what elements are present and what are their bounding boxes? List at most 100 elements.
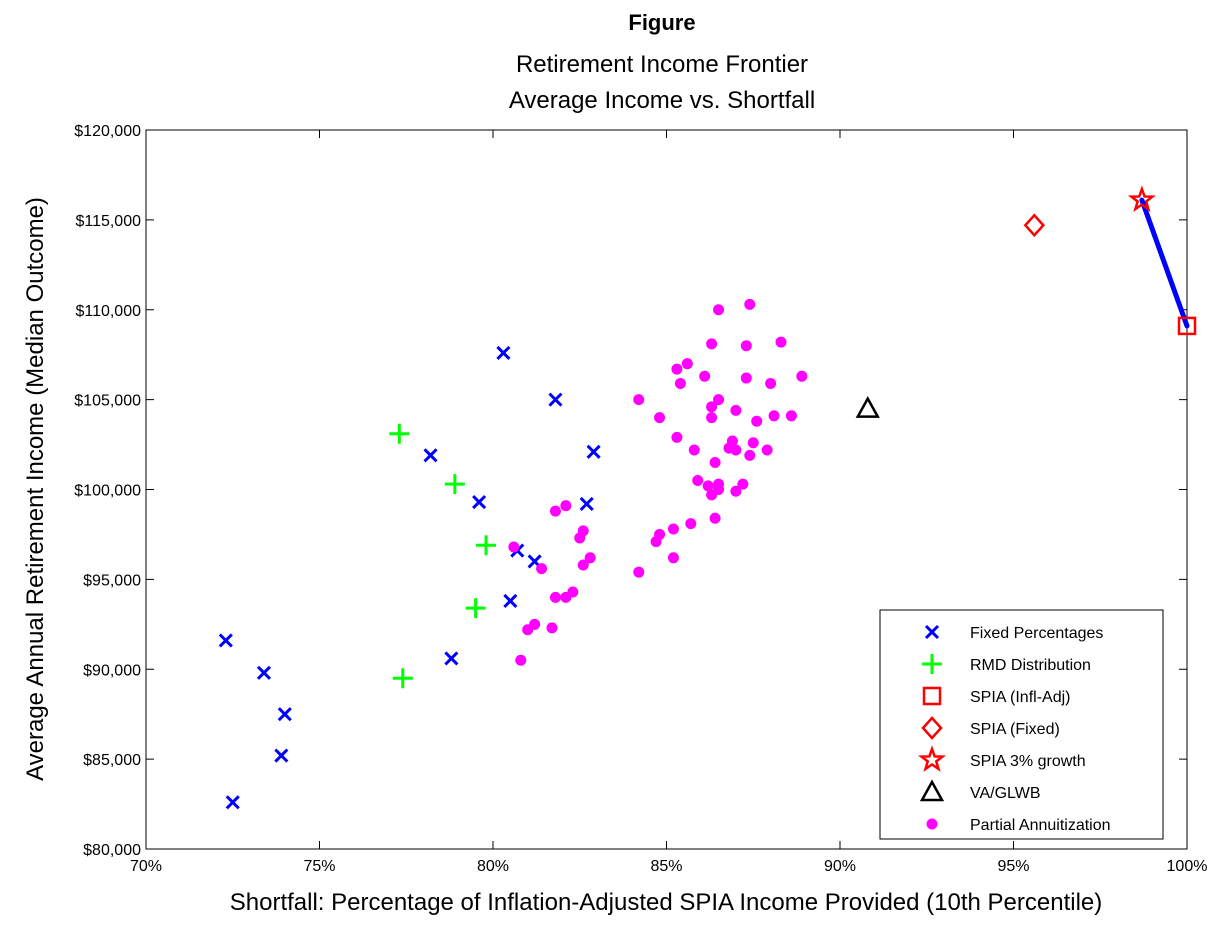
data-point <box>476 535 497 556</box>
data-point <box>706 338 718 350</box>
data-point <box>633 566 645 578</box>
x-tick-label: 75% <box>303 858 335 875</box>
data-point <box>1023 213 1046 238</box>
data-point <box>548 392 563 407</box>
y-tick-label: $90,000 <box>83 662 141 679</box>
legend-marker <box>924 624 940 640</box>
data-point <box>709 512 721 524</box>
y-tick-label: $95,000 <box>83 572 141 589</box>
data-point <box>577 559 589 571</box>
data-point <box>713 304 725 316</box>
x-tick-label: 100% <box>1167 858 1208 875</box>
data-point <box>654 412 666 424</box>
y-tick-label: $115,000 <box>75 213 141 230</box>
data-point <box>685 518 697 530</box>
y-tick-label: $85,000 <box>83 752 141 769</box>
data-point <box>713 394 725 406</box>
data-point <box>274 748 289 763</box>
data-point <box>392 668 413 689</box>
data-point <box>515 654 527 666</box>
series-5 <box>855 396 880 418</box>
data-point <box>549 505 561 517</box>
series-1 <box>389 423 497 689</box>
data-point <box>667 552 679 564</box>
data-point <box>692 475 704 487</box>
data-point <box>747 437 759 449</box>
data-point <box>225 795 240 810</box>
data-point <box>667 523 679 535</box>
data-point <box>472 495 487 510</box>
data-point <box>702 480 714 492</box>
data-point <box>761 444 773 456</box>
data-point <box>726 435 738 447</box>
legend-marker <box>926 818 938 830</box>
legend-entry-label: Fixed Percentages <box>970 625 1103 642</box>
data-point <box>740 340 752 352</box>
x-tick-label: 70% <box>130 858 162 875</box>
data-point <box>730 404 742 416</box>
legend: Fixed Percentages RMD Distribution SPIA (I… <box>879 609 1164 840</box>
series-0 <box>218 345 601 810</box>
data-point <box>508 541 520 553</box>
series-3 <box>1023 213 1046 238</box>
legend-entry-label: RMD Distribution <box>970 657 1091 674</box>
data-point <box>584 552 596 564</box>
data-point <box>730 444 742 456</box>
x-tick-label: 95% <box>997 858 1029 875</box>
data-point <box>496 345 511 360</box>
data-point <box>768 410 780 422</box>
legend-entry-label: SPIA 3% growth <box>970 753 1086 770</box>
y-axis-label: Average Annual Retirement Income (Median… <box>22 197 49 781</box>
data-point <box>579 496 594 511</box>
data-point <box>503 593 518 609</box>
data-point <box>586 444 601 459</box>
data-point <box>751 415 763 427</box>
data-point <box>785 410 797 422</box>
data-point <box>740 372 752 384</box>
chart-subtitle-line-2: Average Income vs. Shortfall <box>509 87 815 114</box>
data-point <box>737 478 749 490</box>
data-point <box>706 401 718 413</box>
chart-title: Figure <box>628 10 695 35</box>
legend-entry-label: Partial Annuitization <box>970 817 1111 834</box>
data-point <box>389 423 410 444</box>
data-point <box>674 377 686 389</box>
data-point <box>709 457 721 469</box>
data-point <box>706 412 718 424</box>
data-point <box>1127 185 1156 212</box>
data-point <box>577 525 589 537</box>
data-point <box>730 485 742 497</box>
legend-entry-label: SPIA (Fixed) <box>970 721 1060 738</box>
data-point <box>699 370 711 382</box>
data-point <box>744 449 756 461</box>
legend-marker <box>919 779 945 802</box>
data-point <box>681 358 693 370</box>
data-point <box>536 563 548 575</box>
data-point <box>765 377 777 389</box>
series-6 <box>508 298 808 666</box>
series-2 <box>1177 316 1197 336</box>
y-tick-label: $105,000 <box>74 393 141 410</box>
data-point <box>744 298 756 310</box>
x-tick-label: 85% <box>650 858 682 875</box>
x-tick-label: 90% <box>824 858 856 875</box>
chart-subtitle-line-1: Retirement Income Frontier <box>516 51 808 78</box>
data-point <box>465 598 486 619</box>
legend-marker <box>922 654 942 674</box>
data-point <box>444 474 465 495</box>
data-point <box>796 370 808 382</box>
x-axis-label: Shortfall: Percentage of Inflation-Adjus… <box>230 889 1102 916</box>
x-tick-label: 80% <box>477 858 509 875</box>
data-point <box>444 651 459 666</box>
data-point <box>549 591 561 603</box>
data-point <box>688 444 700 456</box>
y-tick-label: $110,000 <box>75 303 141 320</box>
y-tick-label: $120,000 <box>74 123 141 140</box>
data-point <box>633 394 645 406</box>
data-point <box>529 618 541 630</box>
data-point <box>277 707 292 722</box>
data-point <box>671 363 683 375</box>
y-tick-label: $100,000 <box>74 483 141 500</box>
data-point <box>560 500 572 512</box>
